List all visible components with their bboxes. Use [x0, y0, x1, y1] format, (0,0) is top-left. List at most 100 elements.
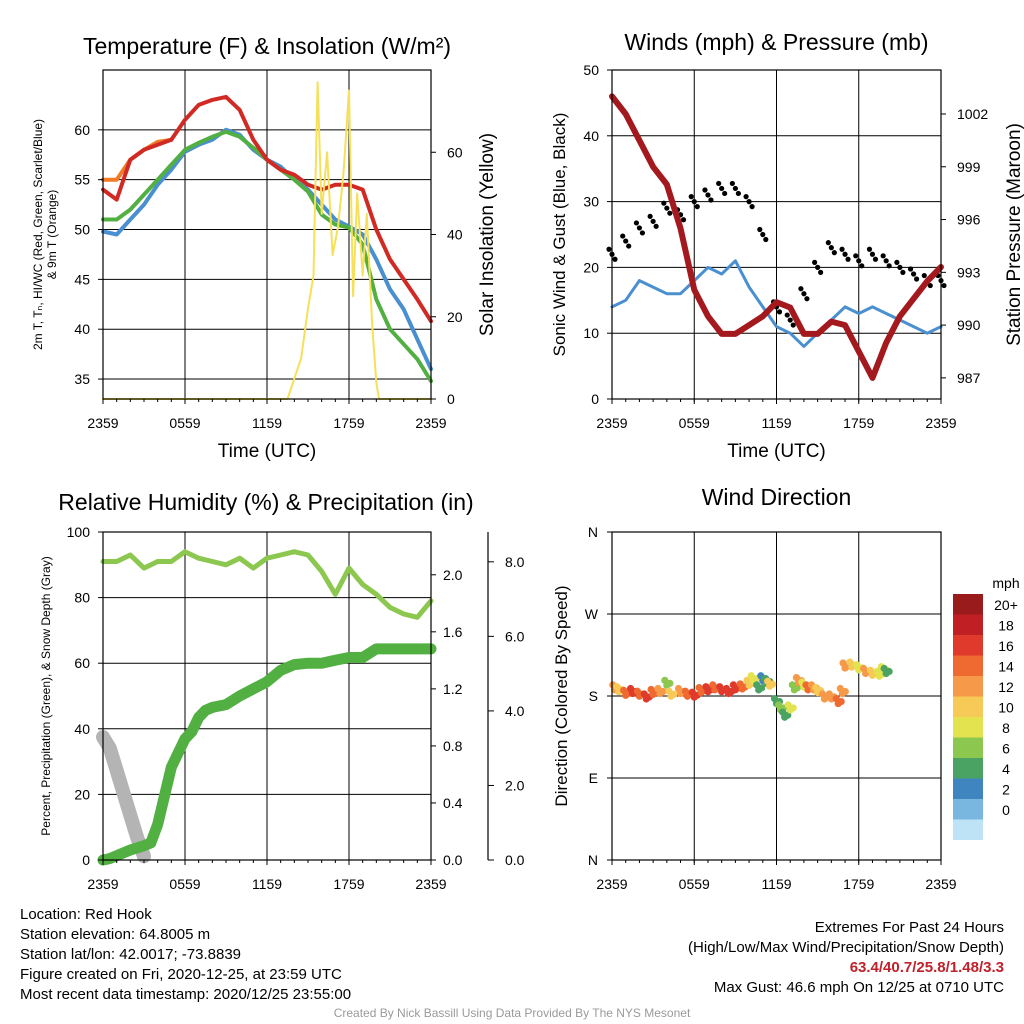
max-gust-text: Max Gust: 46.6 mph On 12/25 at 0710 UTC: [713, 979, 1004, 996]
gust-point: [825, 240, 831, 246]
gust-point: [735, 190, 741, 197]
direction-point: [663, 681, 671, 689]
gust-point: [839, 246, 845, 252]
x-tick-label: 2359: [87, 415, 118, 431]
legend-label: 4: [1002, 761, 1010, 777]
legend-swatch: [953, 799, 983, 820]
wind-speed-blue: [610, 259, 943, 348]
y2-tick-label: 60: [447, 144, 463, 160]
gust-point: [688, 194, 694, 200]
x-axis-label: Time (UTC): [727, 441, 826, 462]
legend-label: 8: [1002, 720, 1010, 736]
legend-label: 12: [998, 679, 1014, 695]
y-tick-label: 0: [591, 391, 599, 407]
y3-tick-label: 8.0: [505, 554, 525, 570]
gust-point: [869, 251, 876, 257]
y-axis-label: Percent, Precipitation (Green), & Snow D…: [39, 556, 53, 835]
gust-point: [831, 250, 837, 256]
gust-point: [828, 245, 834, 251]
x-tick-label: 1759: [333, 415, 364, 431]
x-axis-label: Time (UTC): [218, 441, 317, 462]
x-tick-label: 2359: [415, 876, 446, 892]
gust-point: [804, 296, 810, 302]
legend-swatch: [953, 614, 983, 635]
gust-point: [729, 180, 735, 187]
station-info: Location: Red Hook Station elevation: 64…: [20, 905, 351, 1005]
x-tick-label: 0559: [679, 876, 710, 892]
y2-tick-label: 990: [957, 317, 981, 333]
x-tick-label: 0559: [679, 415, 710, 431]
gust-point: [691, 199, 697, 205]
direction-point: [683, 692, 691, 700]
gust-point: [680, 217, 687, 223]
gust-point: [859, 263, 865, 269]
y2-tick-label: 999: [957, 159, 981, 175]
gust-point: [612, 256, 618, 262]
gust-point: [907, 266, 914, 272]
y-tick-label: 20: [74, 786, 90, 802]
legend-swatch: [953, 594, 983, 615]
gust-point: [708, 197, 714, 203]
y-tick-label: 45: [74, 271, 90, 287]
gust-point: [894, 259, 900, 265]
gust-point: [650, 218, 656, 224]
direction-point: [690, 693, 698, 701]
y3-tick-label: 0.0: [505, 852, 525, 868]
y2-tick-label: 2.0: [443, 567, 463, 583]
legend-label: 0: [1002, 802, 1010, 818]
gust-point: [653, 223, 659, 229]
gust-point: [845, 256, 851, 262]
y2-tick-label: 0.0: [443, 852, 463, 868]
y-axis-label: Direction (Colored By Speed): [552, 585, 571, 806]
x-tick-label: 1759: [843, 876, 874, 892]
y-axis-label: Sonic Wind & Gust (Blue, Black): [550, 113, 569, 357]
extremes-subtitle: (High/Low/Max Wind/Precipitation/Snow De…: [688, 939, 1004, 956]
gust-point: [749, 204, 755, 210]
snow-depth-line: [96, 730, 151, 864]
direction-point: [731, 686, 739, 694]
y-tick-label: 60: [74, 655, 90, 671]
direction-point: [755, 686, 763, 694]
extremes-title: Extremes For Past 24 Hours: [814, 919, 1004, 936]
chart-title: Wind Direction: [702, 484, 852, 510]
gust-point: [667, 210, 673, 216]
x-tick-label: 2359: [925, 415, 956, 431]
gust-point: [746, 199, 752, 205]
y-tick-label: S: [589, 688, 598, 704]
y-tick-label: 0: [82, 852, 90, 868]
x-tick-label: 2359: [596, 415, 627, 431]
x-tick-label: 2359: [925, 876, 956, 892]
y2-tick-label: 1.6: [443, 624, 463, 640]
legend-label: 18: [998, 618, 1014, 634]
y-tick-label: 100: [67, 524, 91, 540]
gust-point: [776, 309, 783, 315]
y-tick-label: 40: [583, 128, 599, 144]
legend-label: 16: [998, 638, 1014, 654]
gust-point: [722, 190, 728, 197]
y2-tick-label: 996: [957, 212, 981, 228]
chart-title: Winds (mph) & Pressure (mb): [624, 29, 928, 55]
gust-point: [784, 312, 790, 318]
gust-point: [856, 258, 862, 264]
x-tick-label: 1759: [333, 876, 364, 892]
gust-point: [883, 258, 889, 264]
gust-point: [853, 253, 859, 259]
x-tick-label: 2359: [415, 415, 446, 431]
gust-point: [705, 192, 711, 198]
y-axis-label: 2m T, Tₙ, HI/WC (Red, Green, Scarlet/Blu…: [31, 119, 45, 350]
insolation-yellow: [102, 81, 432, 400]
direction-point: [738, 685, 746, 693]
gust-point: [941, 282, 947, 289]
y-tick-label: 55: [74, 172, 90, 188]
y-tick-label: 50: [583, 62, 599, 78]
y2-tick-label: 0.8: [443, 738, 463, 754]
direction-point: [838, 689, 846, 698]
gust-point: [910, 271, 917, 277]
y2-axis-label: Station Pressure (Maroon): [1004, 123, 1024, 346]
y2-tick-label: 40: [447, 227, 463, 243]
y2-axis-label: Solar Insolation (Yellow): [477, 133, 498, 336]
y3-tick-label: 4.0: [505, 703, 525, 719]
gust-point: [913, 276, 920, 282]
legend-label: 20+: [994, 597, 1018, 613]
direction-point: [704, 688, 712, 696]
